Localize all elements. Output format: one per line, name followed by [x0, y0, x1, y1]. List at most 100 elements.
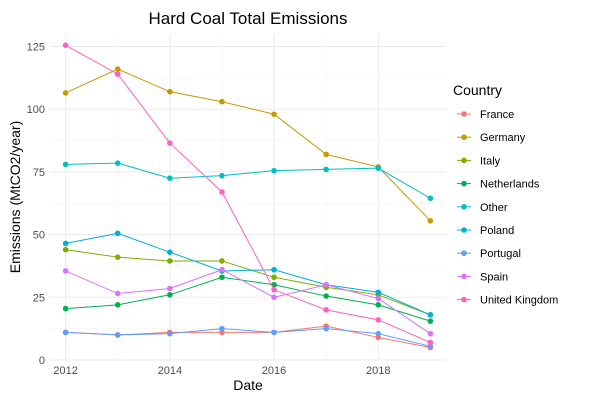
data-point	[271, 111, 277, 118]
data-point	[271, 167, 277, 174]
series-line	[65, 44, 431, 343]
data-point	[271, 286, 277, 293]
legend-key-point	[461, 157, 467, 164]
data-point	[167, 330, 173, 337]
legend-label: France	[480, 109, 514, 121]
data-point	[323, 166, 329, 173]
legend-key-point	[461, 111, 467, 117]
series-line	[65, 328, 431, 347]
data-point	[271, 294, 277, 301]
series-line	[65, 269, 431, 335]
x-axis-title: Date	[233, 377, 263, 393]
data-point	[167, 292, 173, 298]
legend-item: Other	[457, 202, 508, 214]
data-point	[167, 175, 173, 181]
legend-key-point	[461, 273, 467, 280]
legend-item: Poland	[457, 225, 514, 237]
series-other	[62, 160, 434, 202]
series-portugal	[62, 325, 434, 350]
data-point	[114, 290, 121, 297]
y-tick-label: 50	[33, 230, 45, 242]
data-point	[114, 160, 121, 166]
legend-label: Portugal	[480, 248, 521, 260]
data-point	[271, 266, 277, 273]
legend-item: Portugal	[457, 248, 521, 260]
data-point	[167, 285, 173, 292]
x-tick-label: 2016	[262, 365, 286, 377]
series-line	[65, 249, 431, 316]
data-point	[323, 151, 329, 158]
series-spain	[62, 266, 434, 337]
legend-label: Spain	[480, 271, 508, 283]
series-netherlands	[62, 274, 434, 324]
data-point	[323, 325, 329, 332]
legend-label: United Kingdom	[480, 295, 558, 307]
legend-item: United Kingdom	[457, 295, 558, 307]
data-point	[114, 66, 121, 72]
y-tick-label: 125	[27, 42, 45, 54]
legend-label: Netherlands	[480, 179, 540, 191]
data-point	[427, 218, 434, 224]
series-germany	[62, 66, 434, 224]
series-united-kingdom	[62, 42, 434, 346]
legend-key-point	[461, 250, 467, 256]
data-point	[375, 289, 382, 296]
data-point	[62, 329, 69, 336]
series-line	[65, 68, 431, 222]
data-point	[219, 274, 225, 281]
data-point	[219, 258, 225, 264]
legend-label: Italy	[480, 155, 501, 167]
legend-item: France	[457, 109, 514, 121]
data-point	[219, 189, 225, 195]
y-tick-label: 75	[33, 167, 45, 179]
y-axis-ticks: 0 25 50 75 100 125	[27, 42, 45, 367]
data-point	[219, 172, 225, 179]
legend-item: Netherlands	[457, 179, 540, 191]
data-point	[375, 165, 382, 171]
legend-label: Other	[480, 202, 508, 214]
x-tick-label: 2018	[366, 365, 390, 377]
data-point	[375, 302, 382, 308]
data-point	[219, 266, 225, 273]
data-point	[375, 330, 382, 337]
x-tick-label: 2012	[53, 365, 77, 377]
data-point	[271, 329, 277, 336]
y-tick-label: 100	[27, 104, 45, 116]
data-point	[114, 254, 121, 260]
legend-item: Germany	[457, 132, 526, 144]
legend-key-point	[461, 180, 467, 187]
data-point	[427, 312, 434, 318]
data-point	[114, 230, 121, 237]
y-axis-title: Emissions (MtCO2/year)	[7, 121, 23, 273]
data-point	[219, 325, 225, 332]
data-point	[323, 281, 329, 288]
data-point	[375, 317, 382, 323]
legend-key-point	[461, 204, 467, 210]
data-point	[62, 42, 69, 49]
data-point	[427, 339, 434, 346]
legend-key-point	[461, 296, 467, 303]
data-point	[62, 161, 69, 168]
chart-title: Hard Coal Total Emissions	[148, 9, 347, 28]
legend-item: Italy	[457, 155, 501, 167]
y-tick-label: 25	[33, 292, 45, 304]
data-point	[114, 302, 121, 308]
legend-title: Country	[453, 82, 502, 98]
data-point	[62, 305, 69, 312]
data-point	[219, 98, 225, 105]
series-line	[65, 276, 431, 322]
x-axis-ticks: 2012 2014 2016 2018	[53, 365, 390, 377]
series-line	[65, 232, 431, 316]
data-point	[271, 274, 277, 281]
data-point	[114, 332, 121, 338]
legend-label: Germany	[480, 132, 526, 144]
legend-key-point	[461, 134, 467, 140]
series-line	[65, 162, 431, 199]
data-point	[167, 88, 173, 95]
data-point	[62, 268, 69, 274]
data-point	[62, 90, 69, 96]
legend-label: Poland	[480, 225, 514, 237]
data-point	[375, 295, 382, 302]
data-point	[323, 307, 329, 313]
